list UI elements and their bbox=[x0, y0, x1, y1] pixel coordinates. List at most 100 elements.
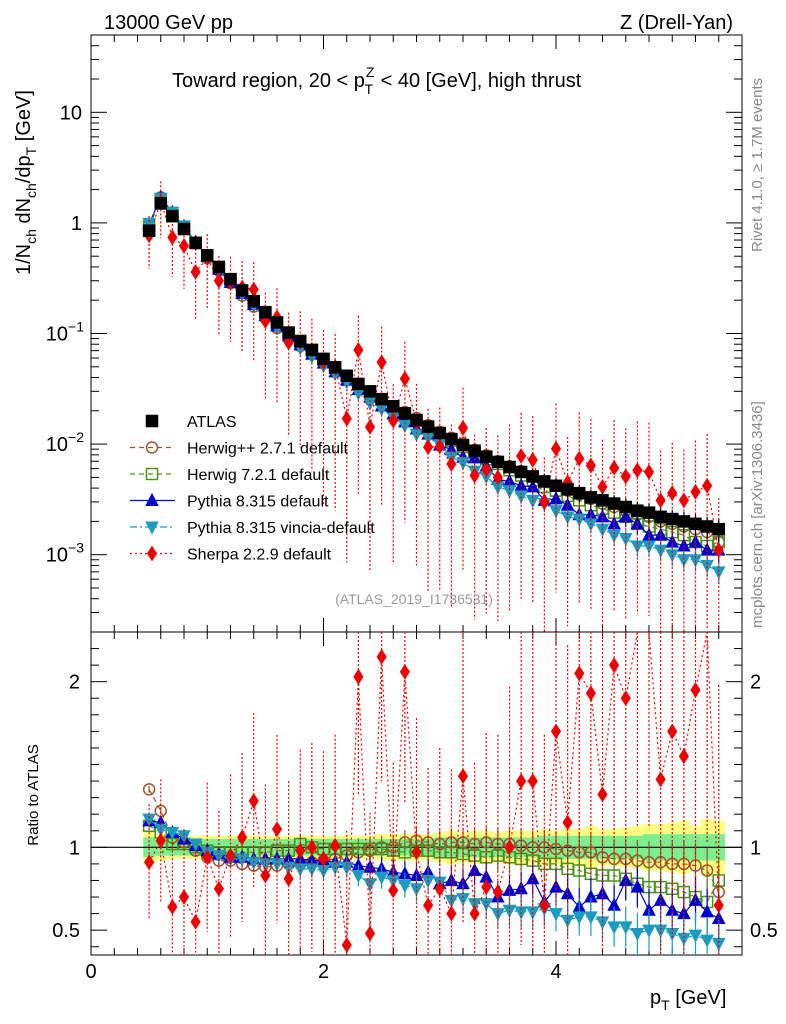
main-point bbox=[619, 500, 632, 514]
main-point bbox=[294, 335, 307, 348]
ratio-point bbox=[165, 826, 180, 841]
ratio-point bbox=[504, 839, 515, 856]
ratio-point bbox=[376, 648, 387, 665]
main-point bbox=[363, 385, 377, 398]
ratio-point bbox=[653, 892, 668, 906]
main-point bbox=[712, 522, 725, 536]
main-point bbox=[201, 248, 214, 262]
ratio-point bbox=[560, 886, 575, 900]
ratio-point bbox=[190, 913, 201, 930]
main-point bbox=[549, 479, 563, 493]
main-point bbox=[409, 428, 424, 442]
ratio-point bbox=[260, 867, 271, 884]
main-point bbox=[642, 506, 656, 519]
ratio-point bbox=[690, 682, 701, 698]
main-y-label: 1/Nch dNch/dpT [GeV] bbox=[13, 90, 39, 275]
main-point bbox=[514, 490, 528, 504]
ratio-point bbox=[423, 897, 434, 914]
ratio-point bbox=[388, 882, 399, 899]
ratio-point bbox=[306, 839, 317, 856]
analysis-watermark: (ATLAS_2019_I1736531) bbox=[335, 591, 493, 607]
ratio-point bbox=[479, 898, 494, 912]
main-point bbox=[527, 451, 538, 468]
main-point bbox=[388, 412, 399, 429]
ratio-point bbox=[711, 937, 726, 951]
ratio-y-tick-label-right: 1 bbox=[750, 837, 761, 859]
main-panel: 10 1 10−1 10−2 10−3 Toward region, 20 < pZ T … bbox=[13, 34, 743, 633]
ratio-point bbox=[364, 925, 376, 942]
main-point bbox=[433, 426, 446, 440]
main-point bbox=[340, 369, 353, 382]
main-point bbox=[282, 326, 295, 339]
ratio-point bbox=[202, 849, 213, 866]
ratio-point bbox=[374, 871, 389, 885]
x-tick-label: 4 bbox=[550, 961, 561, 983]
ratio-point bbox=[330, 837, 341, 854]
ratio-point bbox=[574, 665, 585, 682]
ratio-point bbox=[444, 872, 459, 886]
legend: ATLAS Herwig++ 2.7.1 default Herwig 7.2.1 … bbox=[130, 414, 375, 564]
main-point bbox=[700, 542, 714, 556]
ratio-point bbox=[409, 883, 424, 897]
ratio-point bbox=[572, 911, 587, 925]
ratio-y-tick-label: 1 bbox=[69, 837, 80, 859]
ratio-point bbox=[295, 842, 306, 859]
main-data-marks bbox=[142, 181, 726, 632]
ratio-point bbox=[700, 864, 714, 877]
main-point bbox=[154, 197, 167, 210]
main-point bbox=[376, 354, 387, 371]
ratio-line-sherpa-2-2-9-default bbox=[148, 631, 720, 946]
ratio-y-tick-label: 2 bbox=[69, 672, 80, 694]
ratio-point bbox=[271, 821, 283, 838]
main-point bbox=[166, 209, 179, 223]
ratio-point bbox=[225, 847, 236, 864]
ratio-point bbox=[188, 838, 203, 852]
ratio-point bbox=[142, 783, 156, 796]
main-point bbox=[702, 477, 713, 494]
main-y-tick-label: 1 bbox=[71, 213, 82, 235]
main-point bbox=[618, 533, 633, 547]
ratio-point bbox=[434, 880, 445, 897]
main-series-sherpa-2-2-9-default bbox=[144, 181, 724, 632]
main-point bbox=[711, 566, 726, 580]
x-tick-label: 0 bbox=[85, 961, 96, 983]
ratio-point bbox=[618, 921, 633, 935]
ratio-point bbox=[167, 899, 178, 915]
ratio-point bbox=[539, 897, 550, 914]
main-point bbox=[550, 440, 562, 457]
header-right: Z (Drell-Yan) bbox=[620, 12, 733, 34]
main-point bbox=[305, 343, 319, 357]
ratio-point bbox=[713, 897, 724, 914]
main-point bbox=[620, 468, 631, 485]
rivet-label: Rivet 4.1.0, ≥ 1.7M events bbox=[749, 78, 766, 252]
legend-entry-atlas: ATLAS bbox=[145, 414, 237, 431]
ratio-point bbox=[283, 870, 294, 887]
ratio-point bbox=[655, 771, 666, 788]
main-point bbox=[525, 479, 540, 493]
main-point bbox=[178, 237, 190, 254]
legend-entry-pythia-8-315-default: Pythia 8.315 default bbox=[130, 492, 329, 511]
main-point bbox=[190, 264, 201, 280]
ratio-point bbox=[411, 844, 422, 861]
main-point bbox=[560, 497, 575, 511]
ratio-point bbox=[653, 924, 668, 938]
main-point bbox=[549, 505, 563, 519]
main-point bbox=[352, 377, 365, 391]
main-point bbox=[713, 542, 724, 559]
main-point bbox=[503, 460, 516, 474]
legend-marker bbox=[145, 467, 159, 481]
main-point bbox=[224, 272, 237, 286]
ratio-point bbox=[667, 723, 678, 740]
main-point bbox=[421, 420, 435, 433]
main-point bbox=[516, 448, 527, 464]
ratio-point bbox=[351, 869, 366, 884]
main-point bbox=[410, 413, 423, 427]
ratio-point bbox=[399, 663, 410, 680]
main-point bbox=[607, 529, 621, 543]
main-line-herwig-2-7-1-default bbox=[148, 196, 720, 543]
ratio-point bbox=[398, 879, 412, 894]
main-point bbox=[341, 410, 352, 427]
main-point bbox=[363, 397, 377, 411]
legend-label: Pythia 8.315 vincia-default bbox=[187, 520, 375, 537]
ratio-point bbox=[630, 879, 645, 893]
